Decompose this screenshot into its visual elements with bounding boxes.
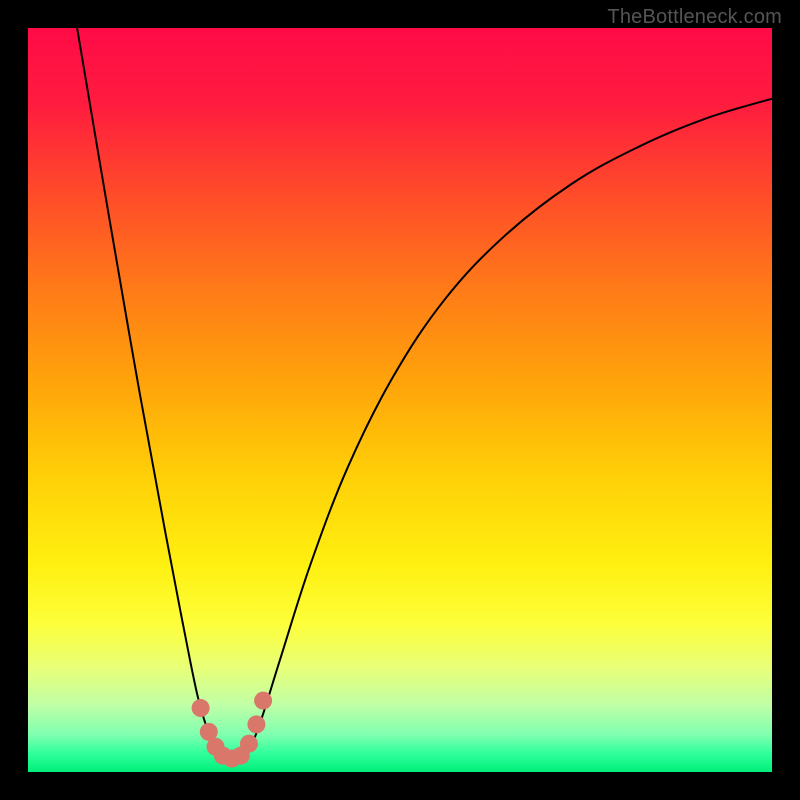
valley-marker: [254, 692, 272, 710]
valley-marker: [247, 715, 265, 733]
plot-area: [28, 28, 772, 772]
valley-marker: [240, 735, 258, 753]
bottleneck-chart-svg: [0, 0, 800, 800]
valley-marker: [192, 699, 210, 717]
watermark-text: TheBottleneck.com: [607, 6, 782, 29]
chart-frame: TheBottleneck.com: [0, 0, 800, 800]
